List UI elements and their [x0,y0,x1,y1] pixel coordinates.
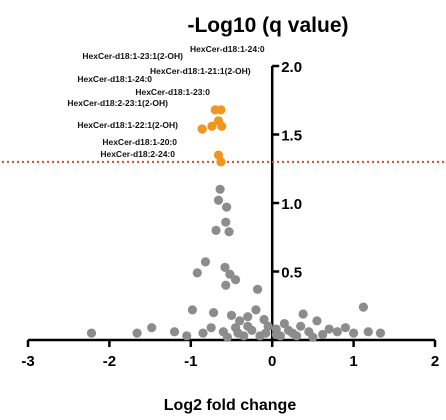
y-tick-label: 1.0 [281,196,302,213]
nonsignificant-point [213,195,224,205]
nonsignificant-point [86,328,97,338]
nonsignificant-point [263,321,273,331]
nonsignificant-point [187,305,198,315]
x-tick-label: -1 [184,353,197,370]
point-label: HexCer-d18:1-23:1(2-OH) [82,51,183,61]
x-ticks: -3 -2 -1 0 1 2 [21,340,439,370]
nonsignificant-point [230,323,241,333]
y-ticks: 0.5 1.0 1.5 2.0 [272,59,302,282]
y-tick-label: 0.5 [281,265,302,282]
point-label: HexCer-d18:1-21:1(2-OH) [150,66,251,76]
nonsignificant-point [230,275,241,285]
point-label: HexCer-d18:1-23:0 [135,87,210,97]
nonsignificant-point [363,327,373,337]
nonsignificant-point [251,305,261,315]
nonsignificant-point [206,323,216,333]
nonsignificant-point [252,284,263,294]
nonsignificant-point [169,327,180,337]
nonsignificant-point [198,328,208,338]
nonsignificant-point [225,269,235,279]
nonsignificant-point [318,329,328,340]
nonsignificant-point [255,331,265,341]
point-label: HexCer-d18:1-24:0 [190,44,265,54]
nonsignificant-point [292,331,302,341]
nonsignificant-point [243,321,253,331]
significant-point [217,121,227,131]
nonsignificant-point [215,184,225,194]
x-tick-label: 0 [268,353,276,370]
nonsignificant-point [208,308,219,318]
significant-point [207,121,217,131]
nonsignificant-point [220,262,230,272]
nonsignificant-point [279,318,290,329]
chart-title: -Log10 (q value) [187,14,348,37]
nonsignificant-point [182,331,192,341]
nonsignificant-point [375,328,386,338]
point-label: HexCer-d18:1-20:0 [102,137,177,147]
nonsignificant-point [222,202,232,212]
point-label: HexCer-d18:2-23:1(2-OH) [67,98,168,108]
point-label: HexCer-d18:1-22:1(2-OH) [77,120,178,130]
nonsignificant-point [296,321,306,331]
y-tick-label: 1.5 [281,128,302,145]
nonsignificant-point [283,325,294,336]
nonsignificant-point [200,257,211,267]
nonsignificant-point [271,329,281,340]
significant-point [216,157,226,167]
nonsignificant-point [226,310,237,320]
nonsignificant-point [324,324,334,334]
nonsignificant-point [358,302,368,312]
nonsignificant-point [308,332,318,342]
y-tick-label: 2.0 [281,59,302,76]
nonsignificant-point [312,316,322,326]
nonsignificant-point [211,225,221,235]
nonsignificant-point [192,268,202,278]
nonsignificant-point [298,309,308,319]
nonsignificant-point [222,332,233,342]
significant-points [197,105,227,167]
nonsignificant-point [340,323,351,333]
point-label: HexCer-d18:1-24:0 [77,74,152,84]
significant-point [197,124,207,134]
nonsignificant-point [132,328,142,338]
nonsignificant-point [243,312,253,322]
nonsignificant-point [224,227,234,237]
nonsignificant-point [221,280,231,290]
point-annotations: HexCer-d18:1-24:0 HexCer-d18:1-23:1(2-OH)… [67,44,265,159]
x-tick-label: -2 [103,353,116,370]
nonsignificant-point [259,314,269,325]
x-tick-label: 1 [349,353,357,370]
x-tick-label: 2 [431,353,439,370]
x-tick-label: -3 [21,353,34,370]
x-axis-label: Log2 fold change [164,397,297,414]
nonsignificant-point [332,327,342,337]
nonsignificant-point [221,217,231,227]
nonsignificant-point [235,316,245,326]
nonsignificant-points [86,184,386,342]
nonsignificant-point [147,323,157,333]
significant-point [216,105,226,115]
nonsignificant-point [349,328,359,338]
point-label: HexCer-d18:2-24:0 [100,149,175,159]
nonsignificant-point [239,331,249,341]
